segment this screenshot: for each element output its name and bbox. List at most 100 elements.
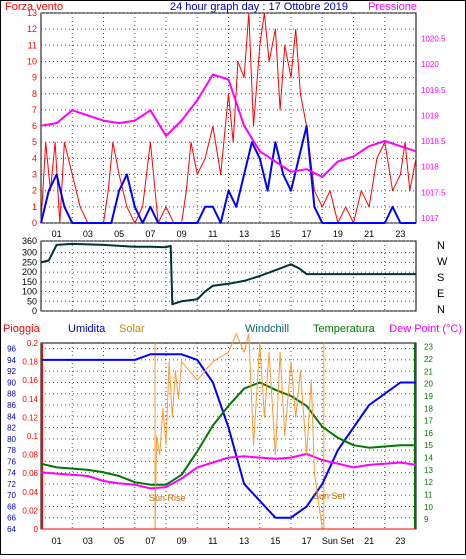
- windchill-header: Windchill: [245, 323, 289, 335]
- wind-pressure-x-tick-label: 19: [333, 229, 343, 239]
- humidity-temp-x-tick-label: 01: [52, 536, 62, 546]
- rain-tick-label: 0.02: [22, 506, 38, 515]
- wind-speed-tick-label: 3: [32, 170, 37, 180]
- humidity-temp-grid: [41, 343, 416, 530]
- wind-direction-tick-label: 360: [22, 236, 37, 246]
- pressure-tick-label: 1020.5: [421, 35, 446, 44]
- sunrise-label: Sun Rise: [149, 493, 186, 503]
- wind-pressure-series: [40, 12, 417, 224]
- wind-speed-tick-label: 4: [32, 153, 37, 163]
- humidity-temp-x-tick-label: Sun Set: [322, 536, 355, 546]
- compass-label: N: [437, 240, 445, 252]
- pressure-tick-label: 1017: [421, 214, 439, 223]
- humidity-tick-label: 78: [7, 446, 16, 455]
- wind-direction-tick-label: 250: [22, 257, 37, 267]
- wind-direction-tick-label: 300: [22, 248, 37, 258]
- wind-direction-tick-label: 0: [32, 306, 37, 316]
- humidity-tick-label: 86: [7, 401, 16, 410]
- rain-tick-label: 0.16: [22, 376, 38, 385]
- humidity-axis: 64 66 68 70 72 74 76 78 80 82 84 86 88 90 92 94 96: [7, 345, 16, 534]
- pressure-tick-label: 1018.5: [421, 137, 446, 146]
- rain-tick-label: 0.04: [22, 488, 38, 497]
- wind-speed-tick-label: 11: [28, 40, 37, 50]
- rain-tick-label: 0.18: [22, 358, 38, 367]
- temperature-tick-label: 14: [424, 454, 433, 463]
- rain-tick-label: 0.14: [22, 395, 38, 404]
- wind-speed-tick-label: 8: [32, 89, 37, 99]
- temperature-tick-label: 12: [424, 478, 433, 487]
- compass-label: W: [437, 256, 448, 268]
- wind-direction-tick-label: 100: [22, 287, 37, 297]
- solar-header: Solar: [119, 323, 145, 335]
- rain-tick-label: 0.12: [22, 413, 38, 422]
- wind-pressure-x-tick-label: 11: [208, 229, 217, 239]
- humidity-temp-x-tick-label: 09: [177, 536, 187, 546]
- wind-speed-tick-label: 13: [27, 8, 37, 18]
- wind-speed-tick-label: 0: [32, 218, 37, 228]
- rain-tick-label: 0.08: [22, 451, 38, 460]
- humidity-tick-label: 80: [7, 435, 16, 444]
- compass-label: N: [437, 304, 445, 316]
- compass-label: S: [437, 272, 444, 284]
- temperature-tick-label: 21: [424, 367, 433, 376]
- humidity-temp-x-tick-label: 11: [208, 536, 217, 546]
- temperature-tick-label: 17: [424, 417, 433, 426]
- pressure-tick-label: 1017.5: [421, 188, 446, 197]
- humidity-tick-label: 88: [7, 390, 16, 399]
- dewpoint-series-line: [40, 452, 417, 490]
- rain-tick-label: 0.2: [27, 339, 39, 348]
- humidity-tick-label: 96: [7, 345, 16, 354]
- temperature-tick-label: 15: [424, 441, 433, 450]
- humidity-temp-x-tick-label: 07: [145, 536, 155, 546]
- humidity-temp-x-tick-label: 13: [239, 536, 249, 546]
- humidity-header: Umidita: [68, 323, 106, 335]
- pressure-tick-label: 1019: [421, 111, 439, 120]
- wind-direction-series: [40, 242, 416, 306]
- wind-direction-tick-label: 150: [22, 277, 37, 287]
- humidity-temp-x-tick-label: 21: [364, 536, 374, 546]
- humidity-temp-x-tick-label: 23: [395, 536, 405, 546]
- wind-speed-tick-label: 2: [32, 186, 37, 196]
- humidity-tick-label: 72: [7, 480, 16, 489]
- humidity-temp-x-tick-label: 05: [114, 536, 124, 546]
- rain-tick-label: 0.1: [27, 432, 39, 441]
- temperature-header: Temperatura: [313, 323, 376, 335]
- gust-series-line: [40, 125, 416, 224]
- humidity-tick-label: 64: [7, 525, 16, 534]
- temperature-tick-label: 22: [424, 355, 433, 364]
- wind-speed-tick-label: 12: [27, 24, 37, 34]
- rain-tick-label: 0: [34, 525, 39, 534]
- humidity-tick-label: 90: [7, 378, 16, 387]
- temperature-tick-label: 23: [424, 343, 433, 352]
- wind-pressure-grid: [41, 12, 416, 224]
- wind-pressure-x-axis: 01 03 05 07 09 11 13 15 17 19 21 23: [52, 229, 406, 239]
- pressure-axis: 1017 1017.5 1018 1018.5 1019 1019.5 1020 1020.5: [421, 35, 446, 223]
- pressure-tick-label: 1020: [421, 60, 439, 69]
- wind-pressure-x-tick-label: 01: [52, 229, 62, 239]
- wind-speed-title: Forza vento: [5, 1, 63, 13]
- temperature-tick-label: 19: [424, 392, 433, 401]
- humidity-series-line: [41, 353, 416, 519]
- temperature-axis: 9 10 11 12 13 14 15 16 17 18 19 20 21 22 23: [414, 343, 433, 529]
- wind-direction-tick-label: 200: [22, 267, 37, 277]
- wind-pressure-x-tick-label: 17: [302, 229, 312, 239]
- solar-series-line: [41, 333, 416, 530]
- humidity-tick-label: 70: [7, 491, 16, 500]
- wind-pressure-x-tick-label: 09: [177, 229, 187, 239]
- wind-speed-tick-label: 10: [27, 56, 37, 66]
- rain-header: Pioggia: [3, 323, 41, 335]
- wind-direction-plot-area: [40, 240, 417, 312]
- wind-speed-tick-label: 6: [32, 121, 37, 131]
- humidity-temp-x-tick-label: 15: [270, 536, 280, 546]
- temperature-tick-label: 16: [424, 429, 433, 438]
- humidity-temp-x-tick-label: 03: [83, 536, 93, 546]
- humidity-tick-label: 74: [7, 469, 16, 478]
- wind-pressure-x-tick-label: 21: [364, 229, 374, 239]
- wind-direction-grid: [41, 240, 416, 312]
- wind-pressure-x-tick-label: 03: [83, 229, 93, 239]
- sunset-label: Sun Set: [313, 491, 346, 501]
- humidity-tick-label: 82: [7, 424, 16, 433]
